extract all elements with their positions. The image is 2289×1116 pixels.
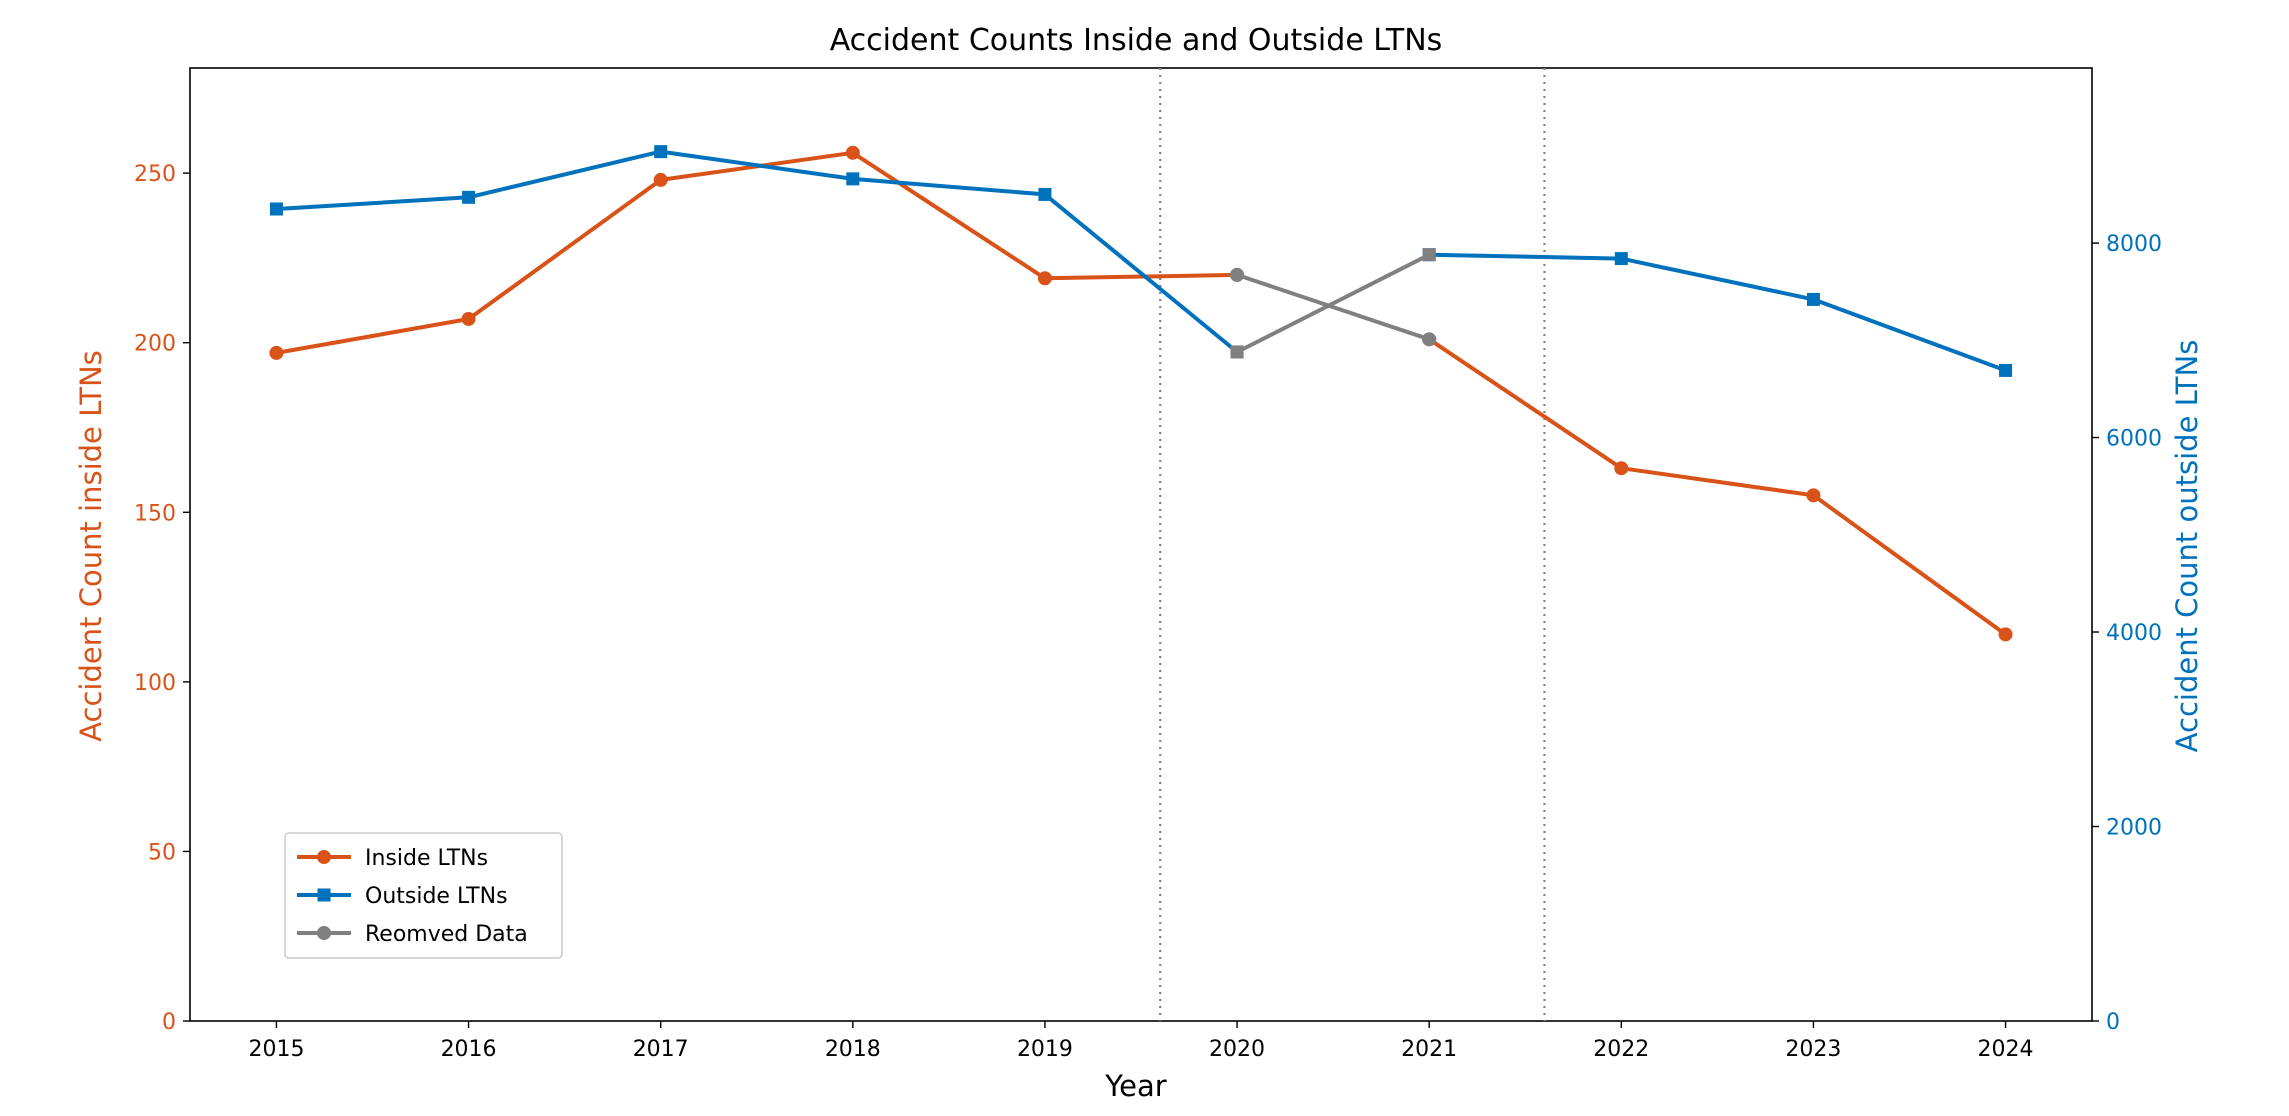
point-2-0-2020 bbox=[1230, 267, 1245, 282]
left-y-axis-title: Accident Count inside LTNs bbox=[74, 350, 108, 742]
point-1-0-2015 bbox=[269, 202, 283, 216]
right-y-axis-ticks: 0 2000 4000 6000 8000 bbox=[2092, 232, 2162, 1035]
x-tick-label-2020: 2020 bbox=[1209, 1037, 1265, 1062]
point-0-0-2018 bbox=[845, 145, 860, 160]
legend-marker-1 bbox=[317, 888, 331, 902]
point-2-1-2020 bbox=[1230, 345, 1244, 359]
series-outside-ltns bbox=[269, 145, 2013, 377]
point-1-1-2024 bbox=[1999, 363, 2013, 377]
point-0-1-2024 bbox=[1998, 627, 2013, 642]
x-tick-label-2022: 2022 bbox=[1593, 1037, 1649, 1062]
plot-frame bbox=[189, 67, 2093, 1022]
point-1-0-2018 bbox=[846, 172, 860, 186]
legend-label-2: Reomved Data bbox=[365, 922, 528, 947]
legend-label-0: Inside LTNs bbox=[365, 846, 488, 871]
x-tick-label-2017: 2017 bbox=[633, 1037, 689, 1062]
chart-title: Accident Counts Inside and Outside LTNs bbox=[830, 23, 1443, 58]
x-tick-label-2024: 2024 bbox=[1978, 1037, 2034, 1062]
left-y-tick-label-100: 100 bbox=[134, 671, 176, 696]
x-tick-label-2015: 2015 bbox=[248, 1037, 304, 1062]
point-0-0-2019 bbox=[1037, 271, 1052, 286]
legend-box bbox=[284, 832, 563, 959]
right-y-tick-label-2000: 2000 bbox=[2106, 816, 2162, 841]
right-y-tick-label-4000: 4000 bbox=[2106, 621, 2162, 646]
series-reomved-data bbox=[1230, 248, 1437, 359]
legend-marker-0 bbox=[317, 850, 331, 864]
series-layer bbox=[269, 145, 2013, 642]
point-0-0-2016 bbox=[461, 311, 476, 326]
right-y-tick-label-8000: 8000 bbox=[2106, 232, 2162, 257]
legend: Inside LTNs Outside LTNs Reomved Data bbox=[284, 832, 563, 959]
plot-border bbox=[189, 67, 2093, 1022]
point-1-0-2016 bbox=[462, 190, 476, 204]
x-tick-label-2021: 2021 bbox=[1401, 1037, 1457, 1062]
x-axis-ticks: 2015 2016 2017 2018 2019 2020 2021 2022 2023 2024 bbox=[248, 1021, 2034, 1062]
left-y-tick-label-150: 150 bbox=[134, 501, 176, 526]
x-tick-label-2019: 2019 bbox=[1017, 1037, 1073, 1062]
point-2-0-2021 bbox=[1422, 332, 1437, 347]
left-y-tick-label-0: 0 bbox=[162, 1010, 176, 1035]
legend-label-1: Outside LTNs bbox=[365, 884, 508, 909]
x-axis-title: Year bbox=[1104, 1069, 1166, 1103]
series-line-1-1 bbox=[1427, 252, 2008, 373]
point-0-0-2017 bbox=[653, 172, 668, 187]
right-y-axis-title: Accident Count outside LTNs bbox=[2170, 340, 2204, 753]
point-1-1-2023 bbox=[1806, 292, 1820, 306]
point-1-0-2019 bbox=[1038, 187, 1052, 201]
series-line-0-0 bbox=[274, 150, 1240, 355]
point-0-1-2023 bbox=[1806, 488, 1821, 503]
point-1-0-2017 bbox=[654, 145, 668, 159]
series-line-1-0 bbox=[274, 149, 1240, 354]
x-tick-label-2018: 2018 bbox=[825, 1037, 881, 1062]
legend-marker-2 bbox=[317, 926, 331, 940]
point-1-1-2022 bbox=[1614, 252, 1628, 266]
series-line-0-1 bbox=[1427, 337, 2008, 637]
point-2-1-2021 bbox=[1422, 248, 1436, 262]
point-0-1-2022 bbox=[1614, 461, 1629, 476]
left-y-axis-ticks: 0 50 100 150 200 250 bbox=[134, 162, 190, 1035]
left-y-tick-label-200: 200 bbox=[134, 332, 176, 357]
left-y-tick-label-250: 250 bbox=[134, 162, 176, 187]
x-tick-label-2016: 2016 bbox=[441, 1037, 497, 1062]
x-tick-label-2023: 2023 bbox=[1785, 1037, 1841, 1062]
series-line-2-0 bbox=[1235, 272, 1432, 342]
vertical-marker-lines bbox=[1159, 68, 1546, 1021]
right-y-tick-label-6000: 6000 bbox=[2106, 427, 2162, 452]
right-y-tick-label-0: 0 bbox=[2106, 1010, 2120, 1035]
point-0-0-2015 bbox=[269, 345, 284, 360]
series-inside-ltns bbox=[269, 145, 2013, 642]
left-y-tick-label-50: 50 bbox=[148, 840, 176, 865]
series-line-2-1 bbox=[1235, 252, 1432, 354]
